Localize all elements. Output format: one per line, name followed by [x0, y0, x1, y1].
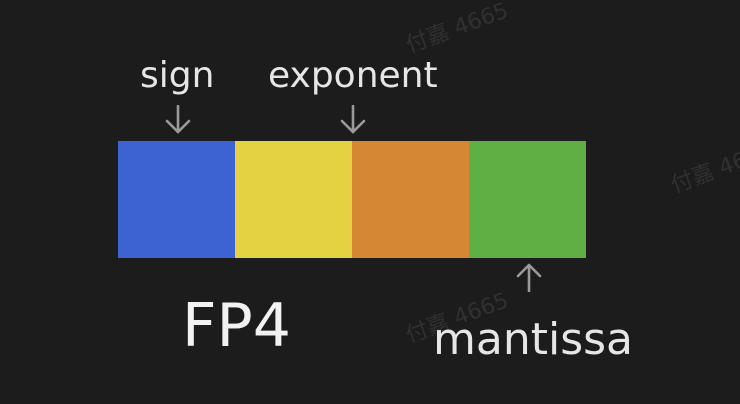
mantissa-label: mantissa [433, 314, 633, 365]
format-title: FP4 [182, 291, 291, 361]
watermark: 付嘉 4665 [402, 0, 512, 59]
arrow-down-icon [165, 105, 191, 134]
arrow-up-icon [516, 263, 542, 292]
exponent-bit-2 [352, 141, 469, 258]
sign-bit [118, 141, 235, 258]
sign-label: sign [140, 55, 215, 96]
arrow-down-icon [340, 105, 366, 134]
fp4-bit-bar [118, 141, 586, 258]
watermark: 付嘉 4665 [667, 138, 740, 199]
exponent-bit-1 [235, 141, 352, 258]
mantissa-bit [469, 141, 586, 258]
exponent-label: exponent [268, 55, 438, 96]
